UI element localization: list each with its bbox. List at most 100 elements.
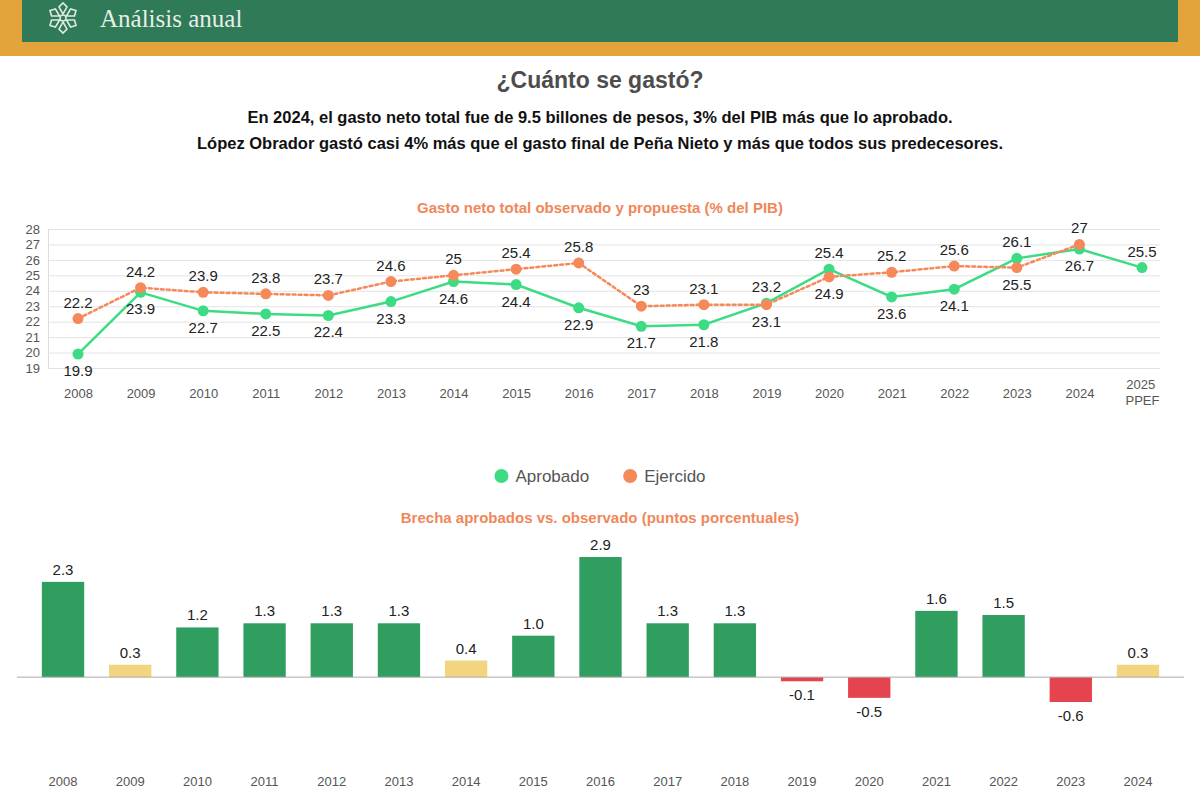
data-label: 2.9 bbox=[590, 536, 611, 553]
y-tick-label: 25 bbox=[26, 268, 40, 283]
y-tick-label: 22 bbox=[26, 314, 40, 329]
data-label: 21.7 bbox=[627, 334, 656, 351]
canvas: Análisis anual¿Cuánto se gastó?En 2024, … bbox=[0, 0, 1200, 800]
series-marker bbox=[949, 284, 960, 295]
bar bbox=[378, 623, 420, 677]
grid-line bbox=[48, 229, 1160, 230]
x-tick-label-line: 2025 bbox=[1126, 377, 1159, 392]
grid-line bbox=[48, 353, 1160, 354]
y-tick: 28 bbox=[26, 222, 1160, 237]
x-tick: 2020 bbox=[855, 774, 884, 789]
bar bbox=[243, 623, 285, 677]
banner bbox=[22, 0, 1178, 42]
x-tick: 2018 bbox=[690, 386, 719, 401]
x-tick-label: 2013 bbox=[377, 386, 406, 401]
data-label: 24.6 bbox=[376, 257, 405, 274]
x-tick-label: 2020 bbox=[815, 386, 844, 401]
data-label: 25.6 bbox=[940, 241, 969, 258]
data-label: 0.3 bbox=[1128, 644, 1149, 661]
series-marker bbox=[198, 305, 209, 316]
bar bbox=[109, 665, 151, 677]
plot-area bbox=[42, 557, 1159, 702]
x-tick: 2021 bbox=[878, 386, 907, 401]
x-tick: 2010 bbox=[189, 386, 218, 401]
data-label: 1.0 bbox=[523, 615, 544, 632]
bar bbox=[781, 677, 823, 681]
bar bbox=[42, 582, 84, 677]
x-tick: 2011 bbox=[251, 774, 279, 789]
series-marker bbox=[698, 319, 709, 330]
x-tick: 2023 bbox=[1003, 386, 1032, 401]
y-tick: 19 bbox=[26, 361, 1160, 376]
data-label: 0.4 bbox=[456, 640, 477, 657]
data-label: 23 bbox=[633, 281, 650, 298]
x-tick: 2008 bbox=[64, 386, 93, 401]
x-tick: 2015 bbox=[519, 774, 548, 789]
x-tick: 2012 bbox=[314, 386, 343, 401]
series-marker bbox=[1137, 262, 1148, 273]
y-tick-label: 28 bbox=[26, 222, 40, 237]
page-subtitle: En 2024, el gasto neto total fue de 9.5 … bbox=[247, 108, 952, 126]
data-labels: 22.219.924.223.923.922.723.822.523.722.4… bbox=[63, 219, 1156, 379]
x-tick-label: 2023 bbox=[1056, 774, 1085, 789]
x-tick: 2024 bbox=[1065, 386, 1094, 401]
series-marker bbox=[260, 288, 271, 299]
data-label: 24.6 bbox=[439, 290, 468, 307]
data-label: 2.3 bbox=[53, 561, 74, 578]
data-label: 25.2 bbox=[877, 247, 906, 264]
data-label: 0.3 bbox=[120, 644, 141, 661]
x-tick: 2010 bbox=[183, 774, 212, 789]
legend-label: Ejercido bbox=[644, 467, 705, 486]
data-label: 1.3 bbox=[657, 602, 678, 619]
series-marker bbox=[824, 271, 835, 282]
series-marker bbox=[323, 290, 334, 301]
x-tick: 2011 bbox=[252, 386, 280, 401]
zero-line bbox=[17, 677, 1184, 678]
x-tick-label: 2015 bbox=[519, 774, 548, 789]
data-label: -0.1 bbox=[789, 686, 815, 703]
series-marker bbox=[636, 301, 647, 312]
x-tick: 2015 bbox=[502, 386, 531, 401]
series-marker bbox=[636, 321, 647, 332]
x-tick-label: 2013 bbox=[384, 774, 413, 789]
x-tick-label: 2017 bbox=[653, 774, 682, 789]
x-tick: 2020 bbox=[815, 386, 844, 401]
series-marker bbox=[511, 264, 522, 275]
legend-label: Aprobado bbox=[515, 467, 589, 486]
data-label: 22.5 bbox=[251, 322, 280, 339]
series-marker bbox=[448, 270, 459, 281]
x-tick-label: 2016 bbox=[565, 386, 594, 401]
series-marker bbox=[511, 279, 522, 290]
legend-marker bbox=[494, 469, 508, 483]
x-tick-label-line: PPEF bbox=[1126, 393, 1160, 408]
data-label: 23.3 bbox=[376, 310, 405, 327]
y-axis-line bbox=[48, 230, 49, 369]
series-line bbox=[78, 244, 1079, 318]
x-tick-label: 2009 bbox=[116, 774, 145, 789]
y-tick-label: 26 bbox=[26, 253, 40, 268]
plot-area bbox=[73, 239, 1148, 360]
data-label: 23.6 bbox=[877, 305, 906, 322]
data-label: 1.6 bbox=[926, 590, 947, 607]
bar bbox=[311, 623, 353, 677]
x-tick: 2016 bbox=[586, 774, 615, 789]
series-marker bbox=[1074, 239, 1085, 250]
data-label: 23.8 bbox=[251, 269, 280, 286]
bar bbox=[915, 611, 957, 677]
series-line bbox=[78, 249, 1142, 354]
data-label: 25.4 bbox=[814, 244, 843, 261]
x-tick: 2009 bbox=[116, 774, 145, 789]
x-tick-label: 2012 bbox=[317, 774, 346, 789]
x-tick-label: 2023 bbox=[1003, 386, 1032, 401]
data-label: 24.2 bbox=[126, 263, 155, 280]
data-label: 23.9 bbox=[189, 267, 218, 284]
x-tick-label: 2018 bbox=[720, 774, 749, 789]
icon-petal bbox=[59, 3, 67, 14]
x-tick-label: 2024 bbox=[1124, 774, 1153, 789]
series-marker bbox=[198, 287, 209, 298]
x-tick: 2023 bbox=[1056, 774, 1085, 789]
series bbox=[73, 239, 1085, 324]
grid-line bbox=[48, 368, 1160, 369]
bar bbox=[176, 627, 218, 677]
x-tick-label: 2021 bbox=[922, 774, 951, 789]
